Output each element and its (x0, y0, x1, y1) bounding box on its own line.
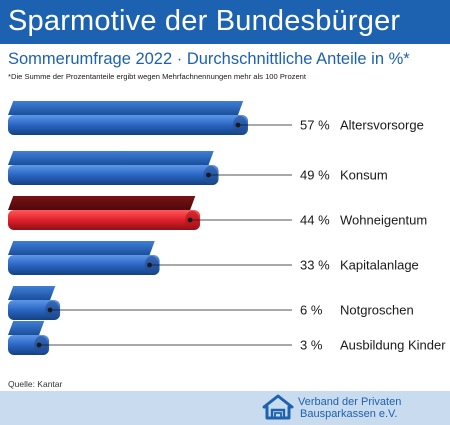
leader-dot (235, 122, 241, 128)
bar-top-face (8, 151, 214, 165)
category-label: Wohneigentum (340, 213, 427, 228)
bar-kapitalanlage (8, 241, 292, 275)
category-label: Ausbildung Kinder (340, 338, 446, 353)
bar-top-face (8, 286, 56, 300)
chart-subtitle: Sommerumfrage 2022 · Durchschnittliche A… (8, 50, 410, 68)
bar-top-face (8, 101, 244, 115)
bar-top-face (8, 321, 45, 335)
leader-dot (47, 307, 53, 313)
value-label: 3 % (300, 338, 323, 353)
bar-front-face (8, 210, 201, 230)
value-label: 49 % (300, 168, 330, 183)
bar-front-face (8, 115, 248, 135)
category-label: Kapitalanlage (340, 258, 419, 273)
category-label: Konsum (340, 168, 388, 183)
bar-front-face (8, 165, 219, 185)
footer-bar (0, 391, 450, 425)
org-name-line1: Verband der Privaten (298, 396, 402, 408)
value-label: 6 % (300, 303, 323, 318)
source-note: Quelle: Kantar (8, 379, 63, 389)
bar-front-face (8, 255, 160, 275)
bar-top-face (8, 196, 196, 210)
org-name-line2: Bausparkassen e.V. (300, 408, 398, 420)
value-label: 57 % (300, 118, 330, 133)
bar-altersvorsorge (8, 101, 292, 135)
category-label: Altersvorsorge (340, 118, 424, 133)
leader-dot (206, 172, 211, 178)
leader-dot (187, 217, 193, 223)
value-label: 44 % (300, 213, 330, 228)
leader-dot (36, 342, 42, 348)
bar-top-face (8, 241, 155, 255)
chart-footnote: *Die Summe der Prozentanteile ergibt weg… (8, 72, 307, 81)
leader-dot (147, 262, 152, 268)
bar-konsum (8, 151, 292, 185)
bar-wohneigentum (8, 196, 292, 230)
bar-ausbildung-kinder (8, 321, 292, 355)
chart-title: Sparmotive der Bundesbürger (8, 5, 401, 37)
header-bar (0, 0, 450, 44)
org-logo-text: Verband der Privaten Bausparkassen e.V. (298, 396, 401, 420)
bar-notgroschen (8, 286, 292, 320)
category-label: Notgroschen (340, 303, 414, 318)
value-label: 33 % (300, 258, 330, 273)
house-logo-icon (262, 394, 294, 420)
